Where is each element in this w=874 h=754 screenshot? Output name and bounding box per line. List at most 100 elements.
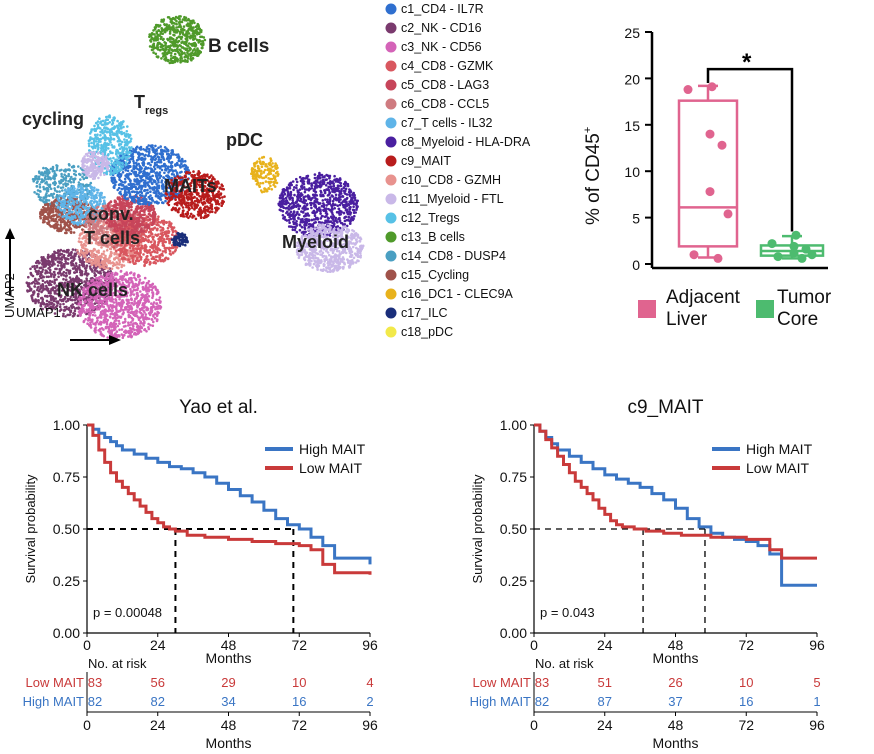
umap-cell-point (145, 295, 148, 299)
umap-cell-point (154, 233, 157, 237)
umap-cell-point (110, 251, 113, 255)
umap-cell-point (89, 258, 92, 262)
umap-cell-point (108, 224, 111, 228)
umap-cell-point (152, 220, 156, 223)
umap-cell-point (94, 195, 98, 198)
umap-cell-point (89, 200, 93, 203)
umap-cell-point (155, 314, 159, 318)
umap-cell-point (93, 269, 97, 272)
umap-cell-point (85, 279, 89, 282)
umap-cell-point (49, 209, 53, 212)
umap-cell-point (79, 213, 83, 217)
umap-cell-point (164, 249, 167, 252)
umap-cell-point (132, 288, 136, 292)
umap-cell-point (79, 249, 83, 252)
umap-cell-point (146, 251, 149, 254)
umap-cell-point (53, 273, 57, 276)
umap-cell-point (33, 285, 36, 288)
umap-cell-point (138, 217, 141, 220)
umap-cell-point (115, 301, 118, 304)
umap-cell-point (176, 172, 179, 176)
umap-cell-point (36, 295, 40, 298)
umap-cell-point (101, 276, 105, 279)
umap-cell-point (74, 221, 78, 225)
umap-cell-point (85, 186, 88, 190)
umap-cell-point (165, 230, 168, 233)
umap-cell-point (73, 214, 76, 218)
umap-cell-point (78, 290, 82, 294)
umap-cell-point (96, 191, 99, 194)
umap-cell-point (151, 303, 155, 307)
umap-cell-point (144, 285, 147, 289)
umap-cell-point (123, 317, 127, 321)
umap-cell-point (33, 267, 37, 271)
umap-cell-point (93, 272, 96, 275)
umap-cell-point (92, 249, 95, 252)
umap-cell-point (155, 255, 159, 258)
umap-cell-point (99, 200, 102, 203)
umap-cell-point (62, 226, 66, 230)
umap-cell-point (93, 302, 97, 305)
umap-cell-point (103, 257, 107, 260)
umap-cell-point (151, 296, 154, 300)
umap-cell-point (90, 268, 93, 272)
umap-cell-point (129, 307, 132, 311)
umap-cell-point (151, 235, 154, 239)
umap-cell-point (77, 185, 80, 188)
umap-cell-point (86, 322, 89, 326)
umap-cell-point (71, 314, 75, 318)
umap-cell-point (117, 319, 121, 323)
umap-cell-point (170, 227, 174, 231)
umap-cell-point (140, 308, 144, 311)
umap-cell-point (46, 221, 50, 225)
umap-cell-point (75, 190, 78, 193)
umap-cell-point (46, 173, 49, 176)
umap-cell-point (109, 276, 112, 279)
umap-cell-point (150, 257, 154, 261)
umap-cell-point (50, 273, 53, 277)
umap-cell-point (106, 336, 109, 339)
umap-cell-point (101, 300, 105, 303)
umap-cell-point (167, 159, 170, 163)
umap-cell-point (75, 226, 78, 229)
umap-cell-point (69, 309, 72, 313)
umap-cell-point (60, 172, 63, 176)
umap-cell-point (94, 314, 97, 317)
umap-cell-point (39, 173, 43, 176)
umap-cell-point (157, 146, 160, 150)
umap-cell-point (85, 277, 88, 280)
umap-cell-point (56, 271, 60, 275)
umap-cell-point (39, 210, 43, 214)
umap-cell-point (140, 281, 144, 285)
umap-cell-point (51, 261, 55, 265)
umap-cell-point (101, 313, 105, 316)
umap-cell-point (147, 212, 151, 216)
umap-cell-point (102, 252, 105, 256)
umap-cell-point (130, 327, 133, 331)
umap-cell-point (50, 302, 53, 306)
umap-cell-point (126, 302, 129, 306)
umap-cell-point (47, 206, 50, 210)
umap-cell-point (91, 313, 95, 317)
umap-cell-point (117, 186, 121, 190)
umap-cell-point (68, 306, 71, 310)
umap-cell-point (53, 189, 57, 192)
umap-cell-point (99, 195, 102, 199)
umap-cell-point (123, 223, 127, 227)
umap-cell-point (134, 297, 137, 301)
umap-cell-point (62, 214, 66, 218)
umap-cell-point (80, 281, 84, 284)
umap-cell-point (60, 273, 63, 277)
umap-cell-point (70, 280, 73, 284)
umap-cell-point (149, 312, 152, 315)
umap-cell-point (48, 306, 51, 310)
umap-cell-point (144, 288, 148, 291)
umap-cell-point (145, 308, 148, 312)
umap-cell-point (47, 291, 51, 295)
umap-cell-point (133, 178, 136, 181)
umap-cell-point (94, 264, 98, 268)
umap-cell-point (109, 200, 113, 203)
umap-cell-point (78, 221, 82, 225)
umap-cell-point (140, 325, 143, 329)
umap-cell-point (35, 192, 39, 196)
